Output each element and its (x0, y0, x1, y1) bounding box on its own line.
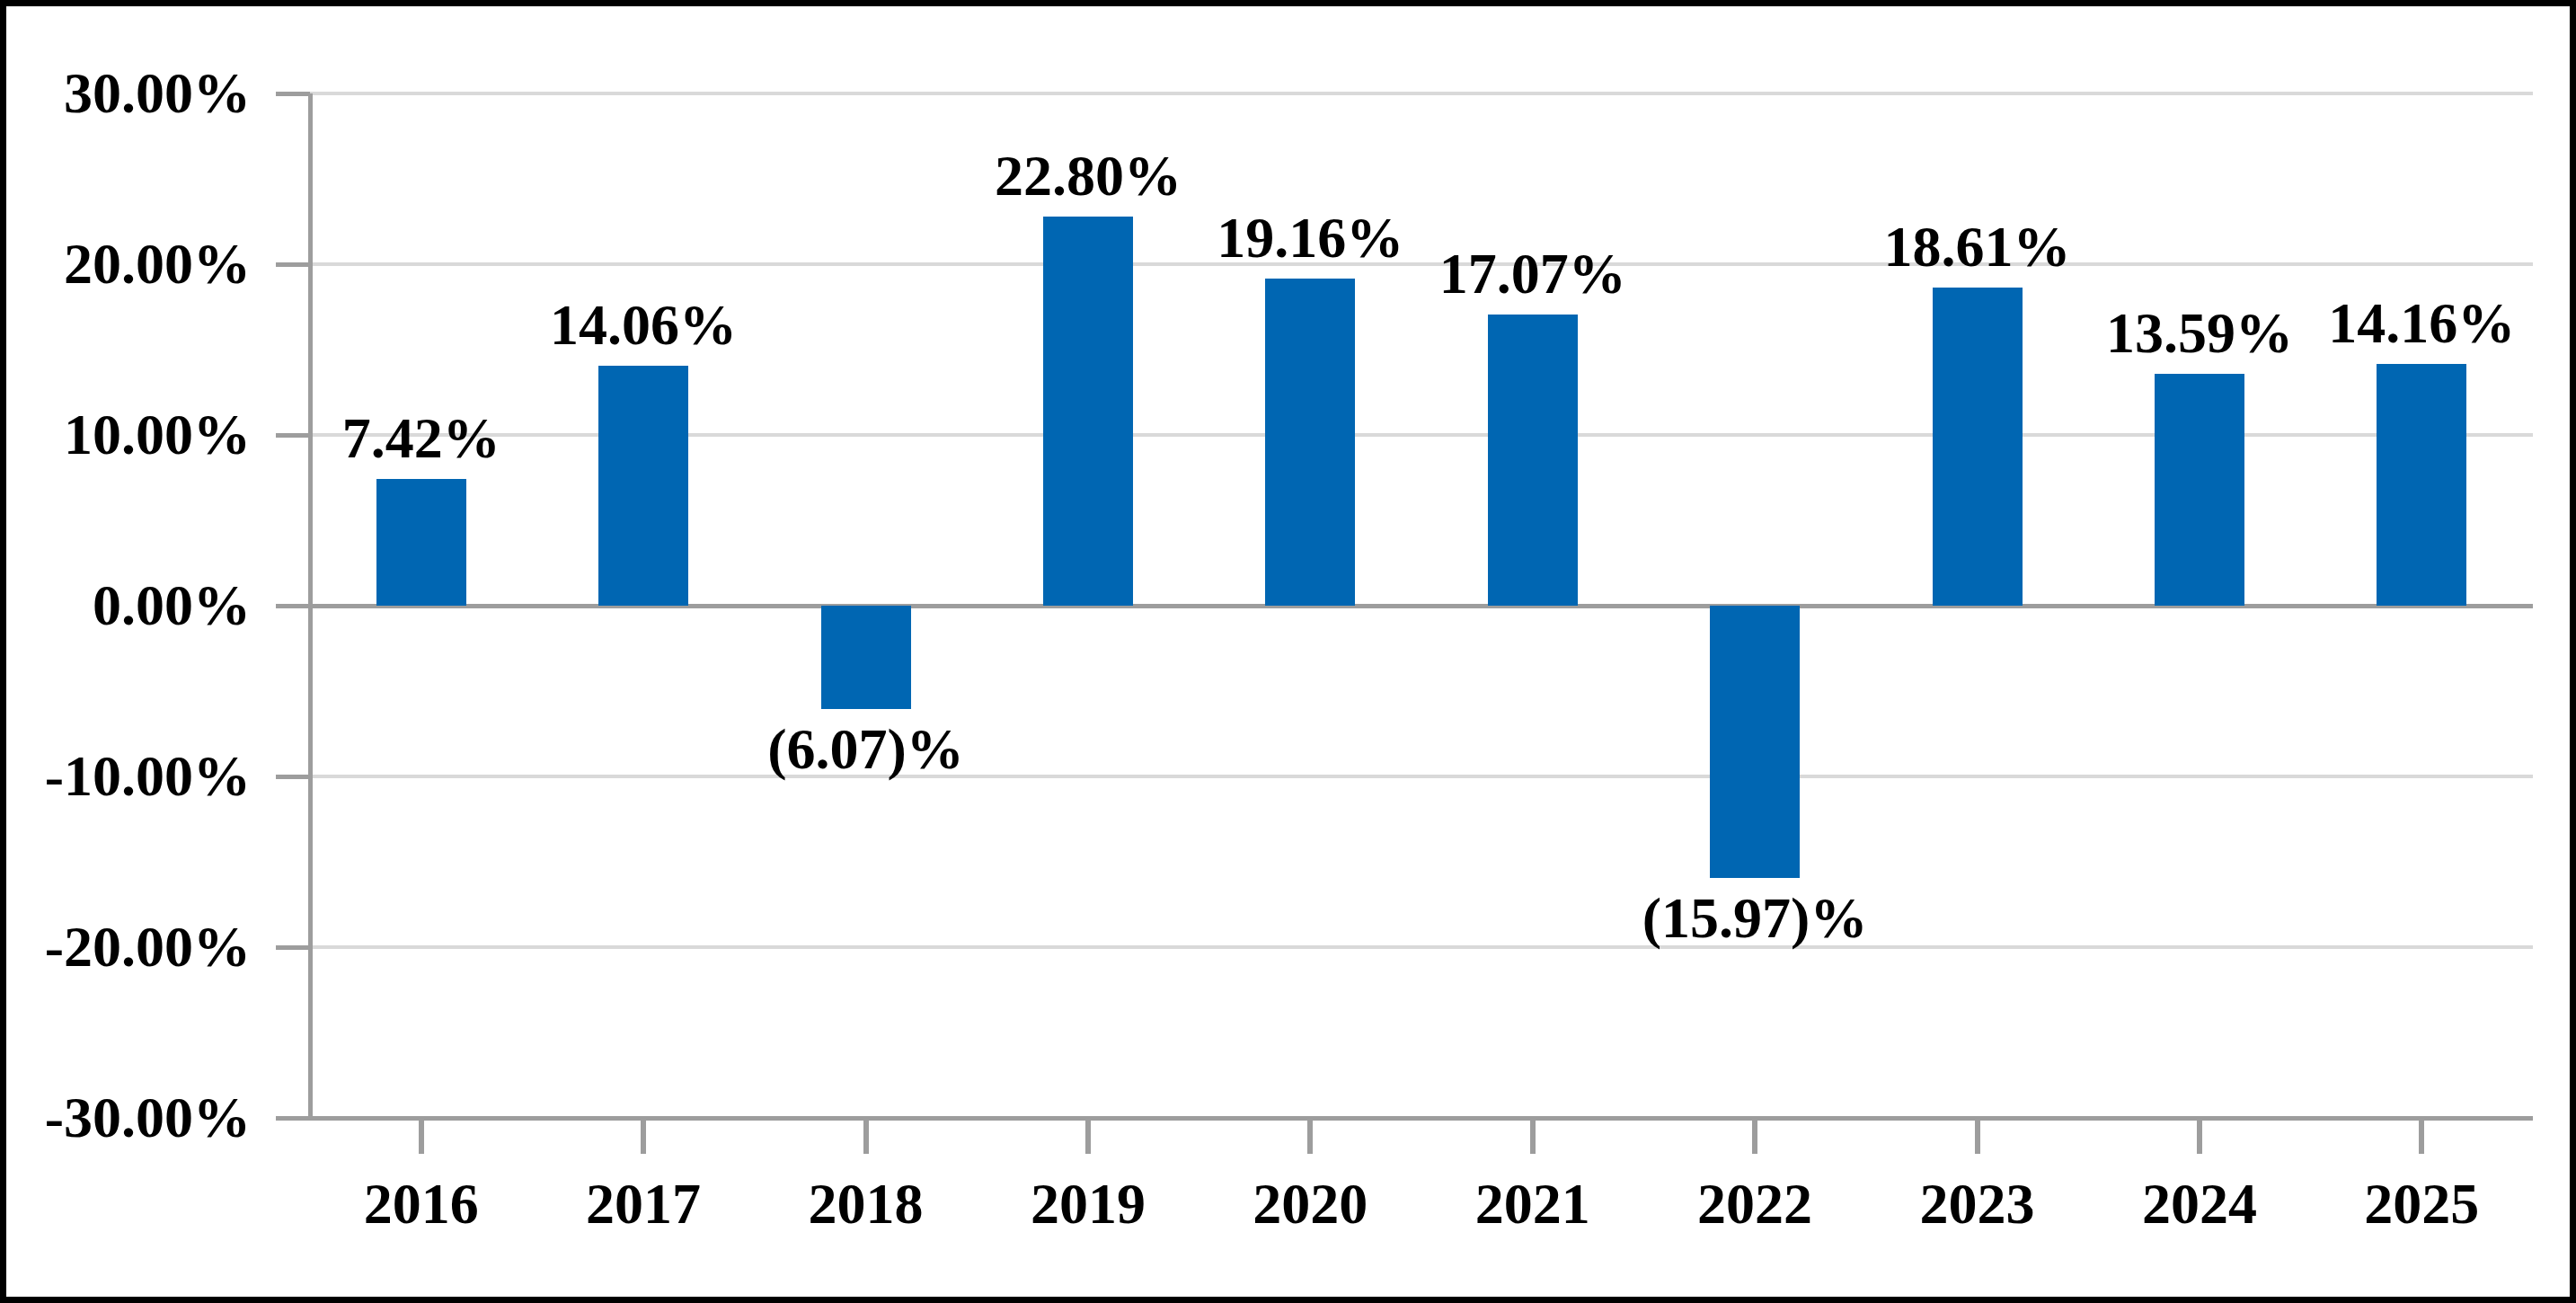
x-axis-tick (1530, 1120, 1536, 1154)
x-axis-tick (2419, 1120, 2424, 1154)
data-label-2025: 14.16% (2233, 290, 2576, 357)
bar-2016 (376, 479, 466, 606)
data-label-2016: 7.42% (233, 405, 610, 472)
gridline (310, 945, 2533, 949)
bar-2020 (1265, 279, 1355, 606)
bar-2023 (1933, 288, 2023, 606)
y-axis-label: -10.00% (6, 737, 251, 816)
y-axis-label: -20.00% (6, 908, 251, 987)
gridline (310, 775, 2533, 778)
y-axis-label: -30.00% (6, 1078, 251, 1157)
data-label-2023: 18.61% (1789, 214, 2166, 280)
data-label-2019: 22.80% (899, 143, 1277, 209)
y-axis-tick (276, 604, 310, 608)
bar-2019 (1043, 217, 1133, 606)
data-label-2017: 14.06% (455, 292, 832, 359)
bar-2024 (2155, 374, 2244, 606)
bar-2022 (1710, 606, 1800, 878)
y-axis-label: 10.00% (6, 395, 251, 474)
data-label-2022: (15.97)% (1566, 885, 1943, 952)
y-axis-label: 0.00% (6, 566, 251, 645)
y-axis-tick (276, 92, 310, 96)
bar-2021 (1488, 315, 1578, 606)
x-axis-tick (1975, 1120, 1980, 1154)
x-axis-tick (863, 1120, 869, 1154)
x-axis-tick (641, 1120, 646, 1154)
x-axis-tick (1307, 1120, 1313, 1154)
y-axis-label: 20.00% (6, 225, 251, 304)
x-axis-tick (419, 1120, 424, 1154)
x-axis-tick (1752, 1120, 1757, 1154)
bar-chart-figure: 30.00% 20.00% 10.00% 0.00% -10.00% -20.00% -30… (0, 0, 2576, 1303)
x-axis-tick (2197, 1120, 2202, 1154)
y-axis-tick (276, 262, 310, 267)
y-axis-label: 30.00% (6, 54, 251, 133)
y-axis-tick (276, 945, 310, 950)
y-axis-tick (276, 1116, 310, 1121)
x-axis-label-2025: 2025 (2242, 1171, 2576, 1237)
x-axis-tick (1085, 1120, 1091, 1154)
data-label-2021: 17.07% (1344, 241, 1722, 307)
data-label-2018: (6.07)% (677, 716, 1055, 783)
bar-2025 (2377, 364, 2466, 606)
y-axis-tick (276, 775, 310, 779)
bar-2017 (598, 366, 688, 606)
bar-2018 (821, 606, 911, 709)
gridline (310, 92, 2533, 95)
